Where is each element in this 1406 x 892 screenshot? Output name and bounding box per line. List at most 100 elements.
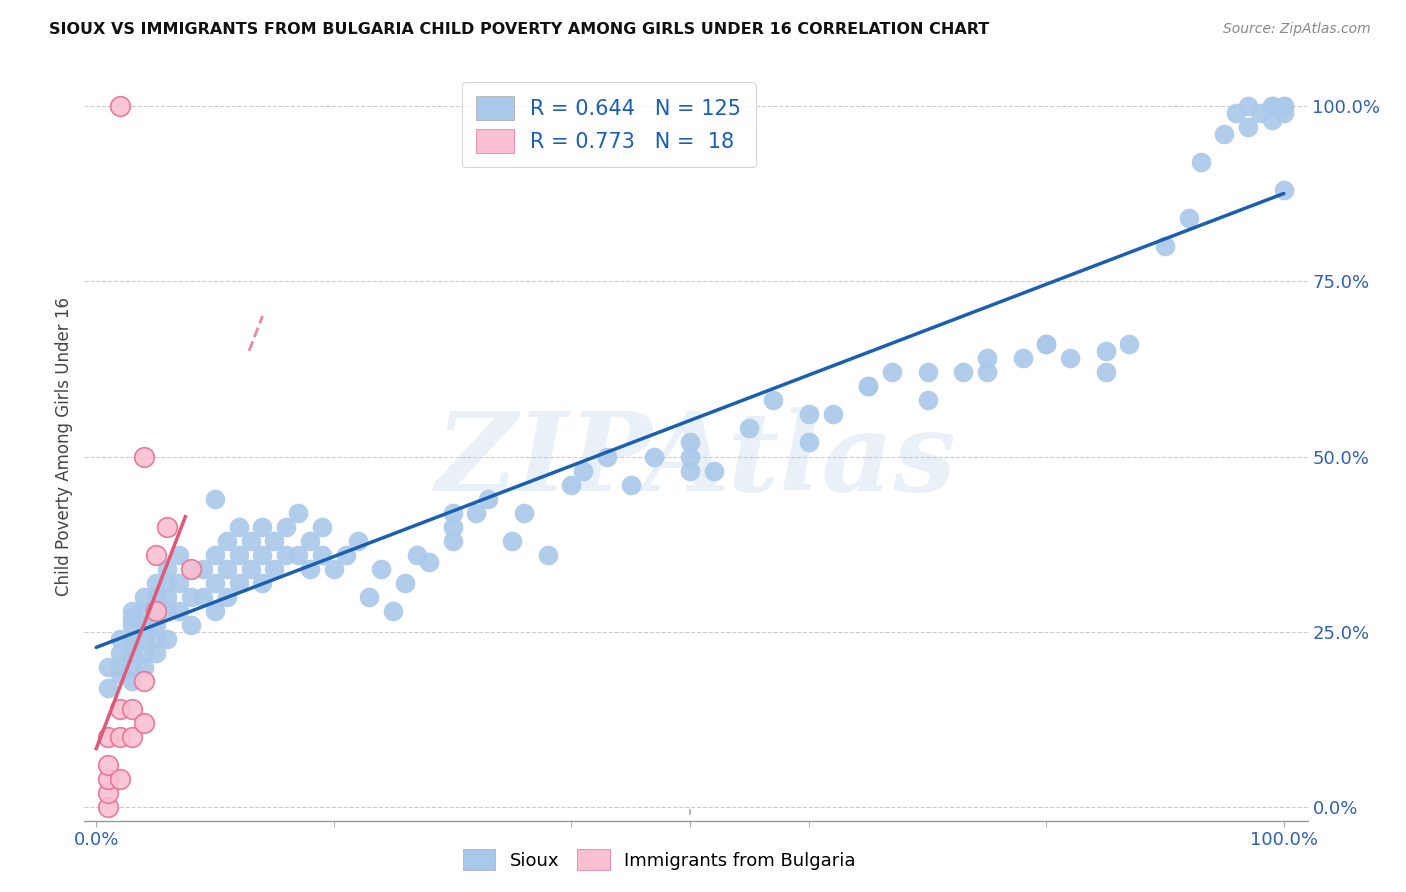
Point [156,561,179,575]
Point [679,435,702,450]
Point [97,772,120,786]
Point [880,366,903,380]
Point [394,575,416,590]
Point [132,673,155,688]
Point [441,506,464,520]
Point [121,701,143,715]
Point [228,519,250,533]
Y-axis label: Child Poverty Among Girls Under 16: Child Poverty Among Girls Under 16 [55,296,73,596]
Point [169,603,191,617]
Point [145,632,167,646]
Point [1225,106,1247,120]
Point [346,533,368,548]
Point [536,548,558,562]
Point [382,603,405,617]
Point [276,548,298,562]
Point [1059,351,1081,366]
Point [252,548,274,562]
Point [191,590,214,604]
Point [797,435,820,450]
Point [572,463,595,477]
Point [560,477,582,491]
Point [620,477,643,491]
Point [441,519,464,533]
Point [132,632,155,646]
Point [1237,99,1260,113]
Point [1272,99,1295,113]
Point [180,590,202,604]
Point [145,603,167,617]
Point [1189,155,1212,169]
Point [311,519,333,533]
Point [239,533,262,548]
Point [108,646,131,660]
Point [477,491,499,506]
Point [856,379,879,393]
Point [145,575,167,590]
Point [145,590,167,604]
Point [132,590,155,604]
Point [97,681,120,695]
Point [1272,99,1295,113]
Point [145,548,167,562]
Point [418,555,440,569]
Point [108,666,131,681]
Point [97,730,120,744]
Point [215,590,238,604]
Point [335,548,357,562]
Point [132,450,155,464]
Point [169,548,191,562]
Point [180,561,202,575]
Point [204,603,226,617]
Point [276,519,298,533]
Point [121,673,143,688]
Point [156,590,179,604]
Point [97,786,120,800]
Point [121,617,143,632]
Point [1011,351,1033,366]
Point [97,799,120,814]
Point [1035,337,1057,351]
Point [1154,239,1177,253]
Point [121,610,143,624]
Point [252,519,274,533]
Point [643,450,665,464]
Point [191,561,214,575]
Point [145,603,167,617]
Point [1261,113,1284,128]
Point [108,632,131,646]
Point [121,639,143,653]
Point [108,659,131,673]
Point [1237,120,1260,135]
Point [156,519,179,533]
Point [359,590,381,604]
Point [1261,99,1284,113]
Point [108,730,131,744]
Point [1094,344,1116,359]
Point [596,450,619,464]
Point [204,575,226,590]
Point [298,533,321,548]
Point [1272,183,1295,197]
Point [263,533,285,548]
Point [821,408,844,422]
Point [121,646,143,660]
Point [1249,106,1271,120]
Text: ZIPAtlas: ZIPAtlas [436,408,956,515]
Point [311,548,333,562]
Point [215,533,238,548]
Point [738,421,761,435]
Point [797,408,820,422]
Point [679,463,702,477]
Point [204,548,226,562]
Point [322,561,344,575]
Point [252,575,274,590]
Point [263,561,285,575]
Point [228,575,250,590]
Point [370,561,392,575]
Point [976,351,998,366]
Point [976,366,998,380]
Point [856,379,879,393]
Point [1178,211,1201,226]
Point [97,757,120,772]
